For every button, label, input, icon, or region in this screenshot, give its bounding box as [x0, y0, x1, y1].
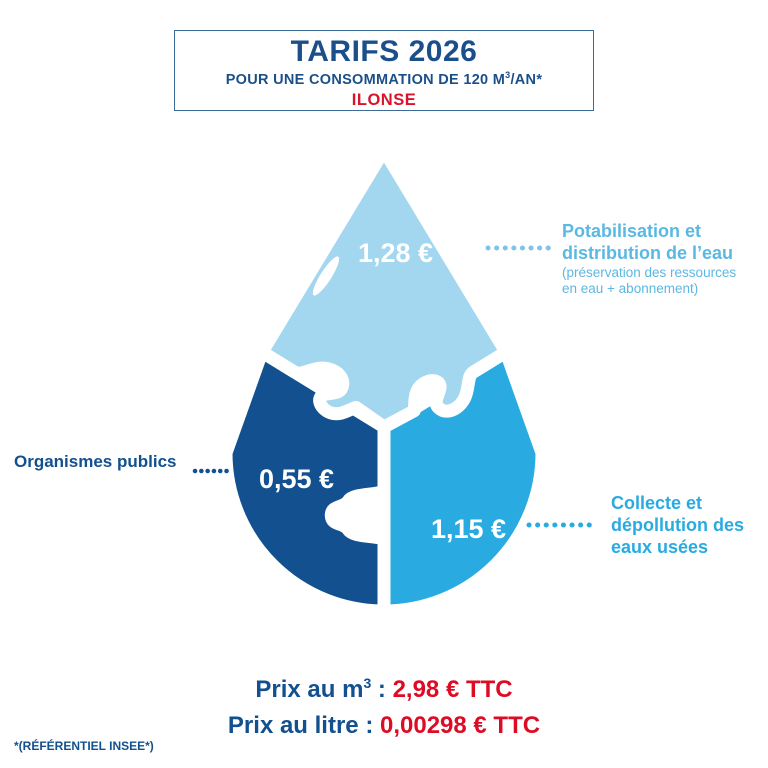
- svg-text:1,15 €: 1,15 €: [431, 514, 506, 544]
- svg-text:0,55 €: 0,55 €: [259, 464, 334, 494]
- svg-text:1,28 €: 1,28 €: [358, 238, 433, 268]
